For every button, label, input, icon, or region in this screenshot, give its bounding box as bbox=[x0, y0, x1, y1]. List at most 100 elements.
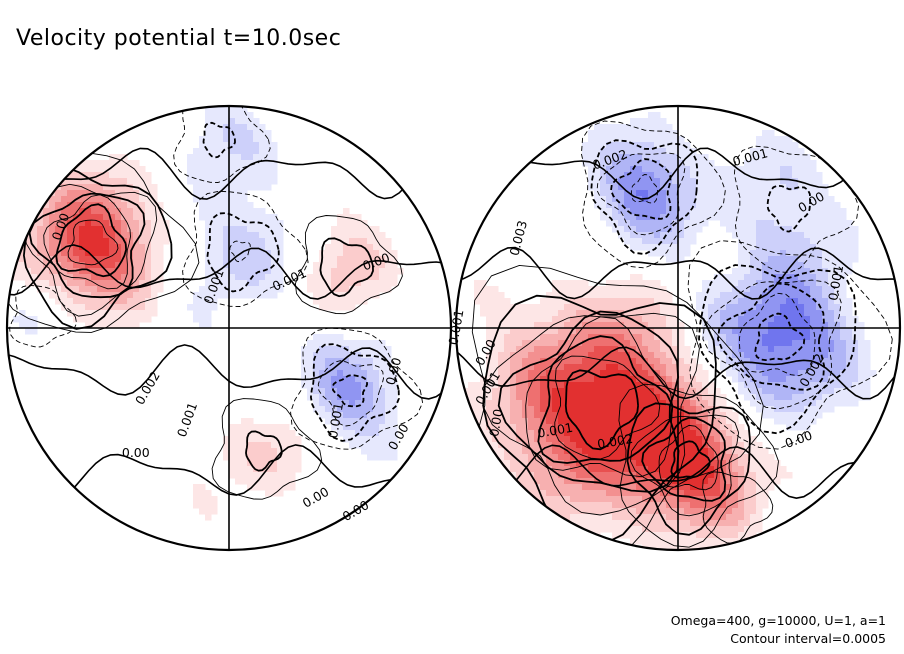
field-cell bbox=[85, 316, 92, 323]
field-cell bbox=[307, 388, 314, 395]
field-cell bbox=[762, 184, 769, 191]
field-cell bbox=[714, 304, 721, 311]
field-cell bbox=[708, 346, 715, 353]
field-cell bbox=[19, 268, 26, 275]
field-cell bbox=[696, 406, 703, 413]
field-cell bbox=[67, 298, 74, 305]
field-cell bbox=[654, 244, 661, 251]
field-cell bbox=[522, 334, 529, 341]
field-cell bbox=[606, 508, 613, 515]
field-cell bbox=[97, 220, 104, 227]
field-cell bbox=[798, 268, 805, 275]
field-cell bbox=[594, 316, 601, 323]
field-cell bbox=[510, 334, 517, 341]
field-cell bbox=[241, 130, 248, 137]
field-cell bbox=[744, 352, 751, 359]
field-cell bbox=[229, 448, 236, 455]
field-cell bbox=[127, 274, 134, 281]
field-cell bbox=[79, 256, 86, 263]
field-cell bbox=[732, 418, 739, 425]
field-cell bbox=[738, 196, 745, 203]
field-cell bbox=[618, 220, 625, 227]
field-cell bbox=[714, 196, 721, 203]
field-cell bbox=[756, 340, 763, 347]
field-cell bbox=[822, 352, 829, 359]
field-cell bbox=[49, 232, 56, 239]
field-cell bbox=[606, 142, 613, 149]
field-cell bbox=[618, 226, 625, 233]
field-cell bbox=[606, 406, 613, 413]
field-cell bbox=[91, 292, 98, 299]
field-cell bbox=[588, 130, 595, 137]
field-cell bbox=[636, 340, 643, 347]
field-cell bbox=[804, 310, 811, 317]
field-cell bbox=[570, 490, 577, 497]
field-cell bbox=[798, 406, 805, 413]
field-cell bbox=[810, 382, 817, 389]
field-cell bbox=[337, 334, 344, 341]
field-cell bbox=[343, 352, 350, 359]
field-cell bbox=[151, 250, 158, 257]
field-cell bbox=[642, 370, 649, 377]
field-cell bbox=[768, 340, 775, 347]
field-cell bbox=[822, 406, 829, 413]
field-cell bbox=[660, 382, 667, 389]
field-cell bbox=[606, 310, 613, 317]
field-cell bbox=[367, 412, 374, 419]
field-cell bbox=[660, 118, 667, 125]
field-cell bbox=[690, 430, 697, 437]
field-cell bbox=[522, 346, 529, 353]
field-cell bbox=[774, 172, 781, 179]
field-cell bbox=[606, 442, 613, 449]
field-cell bbox=[696, 304, 703, 311]
field-cell bbox=[822, 292, 829, 299]
field-cell bbox=[708, 418, 715, 425]
field-cell bbox=[642, 184, 649, 191]
field-cell bbox=[247, 280, 254, 287]
field-cell bbox=[241, 142, 248, 149]
field-cell bbox=[43, 190, 50, 197]
field-cell bbox=[85, 220, 92, 227]
field-cell bbox=[654, 352, 661, 359]
field-cell bbox=[726, 178, 733, 185]
field-cell bbox=[67, 220, 74, 227]
field-cell bbox=[804, 256, 811, 263]
field-cell bbox=[151, 190, 158, 197]
field-cell bbox=[79, 178, 86, 185]
field-cell bbox=[97, 268, 104, 275]
field-cell bbox=[241, 172, 248, 179]
field-cell bbox=[780, 418, 787, 425]
field-cell bbox=[522, 484, 529, 491]
field-cell bbox=[115, 304, 122, 311]
field-cell bbox=[211, 142, 218, 149]
field-cell bbox=[804, 424, 811, 431]
field-cell bbox=[726, 196, 733, 203]
field-cell bbox=[241, 256, 248, 263]
field-cell bbox=[684, 358, 691, 365]
field-cell bbox=[678, 232, 685, 239]
field-cell bbox=[708, 538, 715, 545]
field-cell bbox=[528, 304, 535, 311]
field-cell bbox=[756, 226, 763, 233]
field-cell bbox=[259, 124, 266, 131]
field-cell bbox=[618, 298, 625, 305]
field-cell bbox=[103, 292, 110, 299]
field-cell bbox=[379, 454, 386, 461]
field-cell bbox=[55, 280, 62, 287]
field-cell bbox=[738, 238, 745, 245]
field-cell bbox=[762, 250, 769, 257]
field-cell bbox=[756, 298, 763, 305]
field-cell bbox=[798, 412, 805, 419]
field-cell bbox=[846, 382, 853, 389]
field-cell bbox=[762, 460, 769, 467]
contour-line bbox=[173, 106, 271, 183]
field-cell bbox=[223, 250, 230, 257]
field-cell bbox=[774, 298, 781, 305]
field-cell bbox=[73, 178, 80, 185]
field-cell bbox=[852, 358, 859, 365]
field-cell bbox=[492, 370, 499, 377]
field-cell bbox=[738, 424, 745, 431]
field-cell bbox=[756, 154, 763, 161]
field-cell bbox=[223, 256, 230, 263]
field-cell bbox=[331, 370, 338, 377]
